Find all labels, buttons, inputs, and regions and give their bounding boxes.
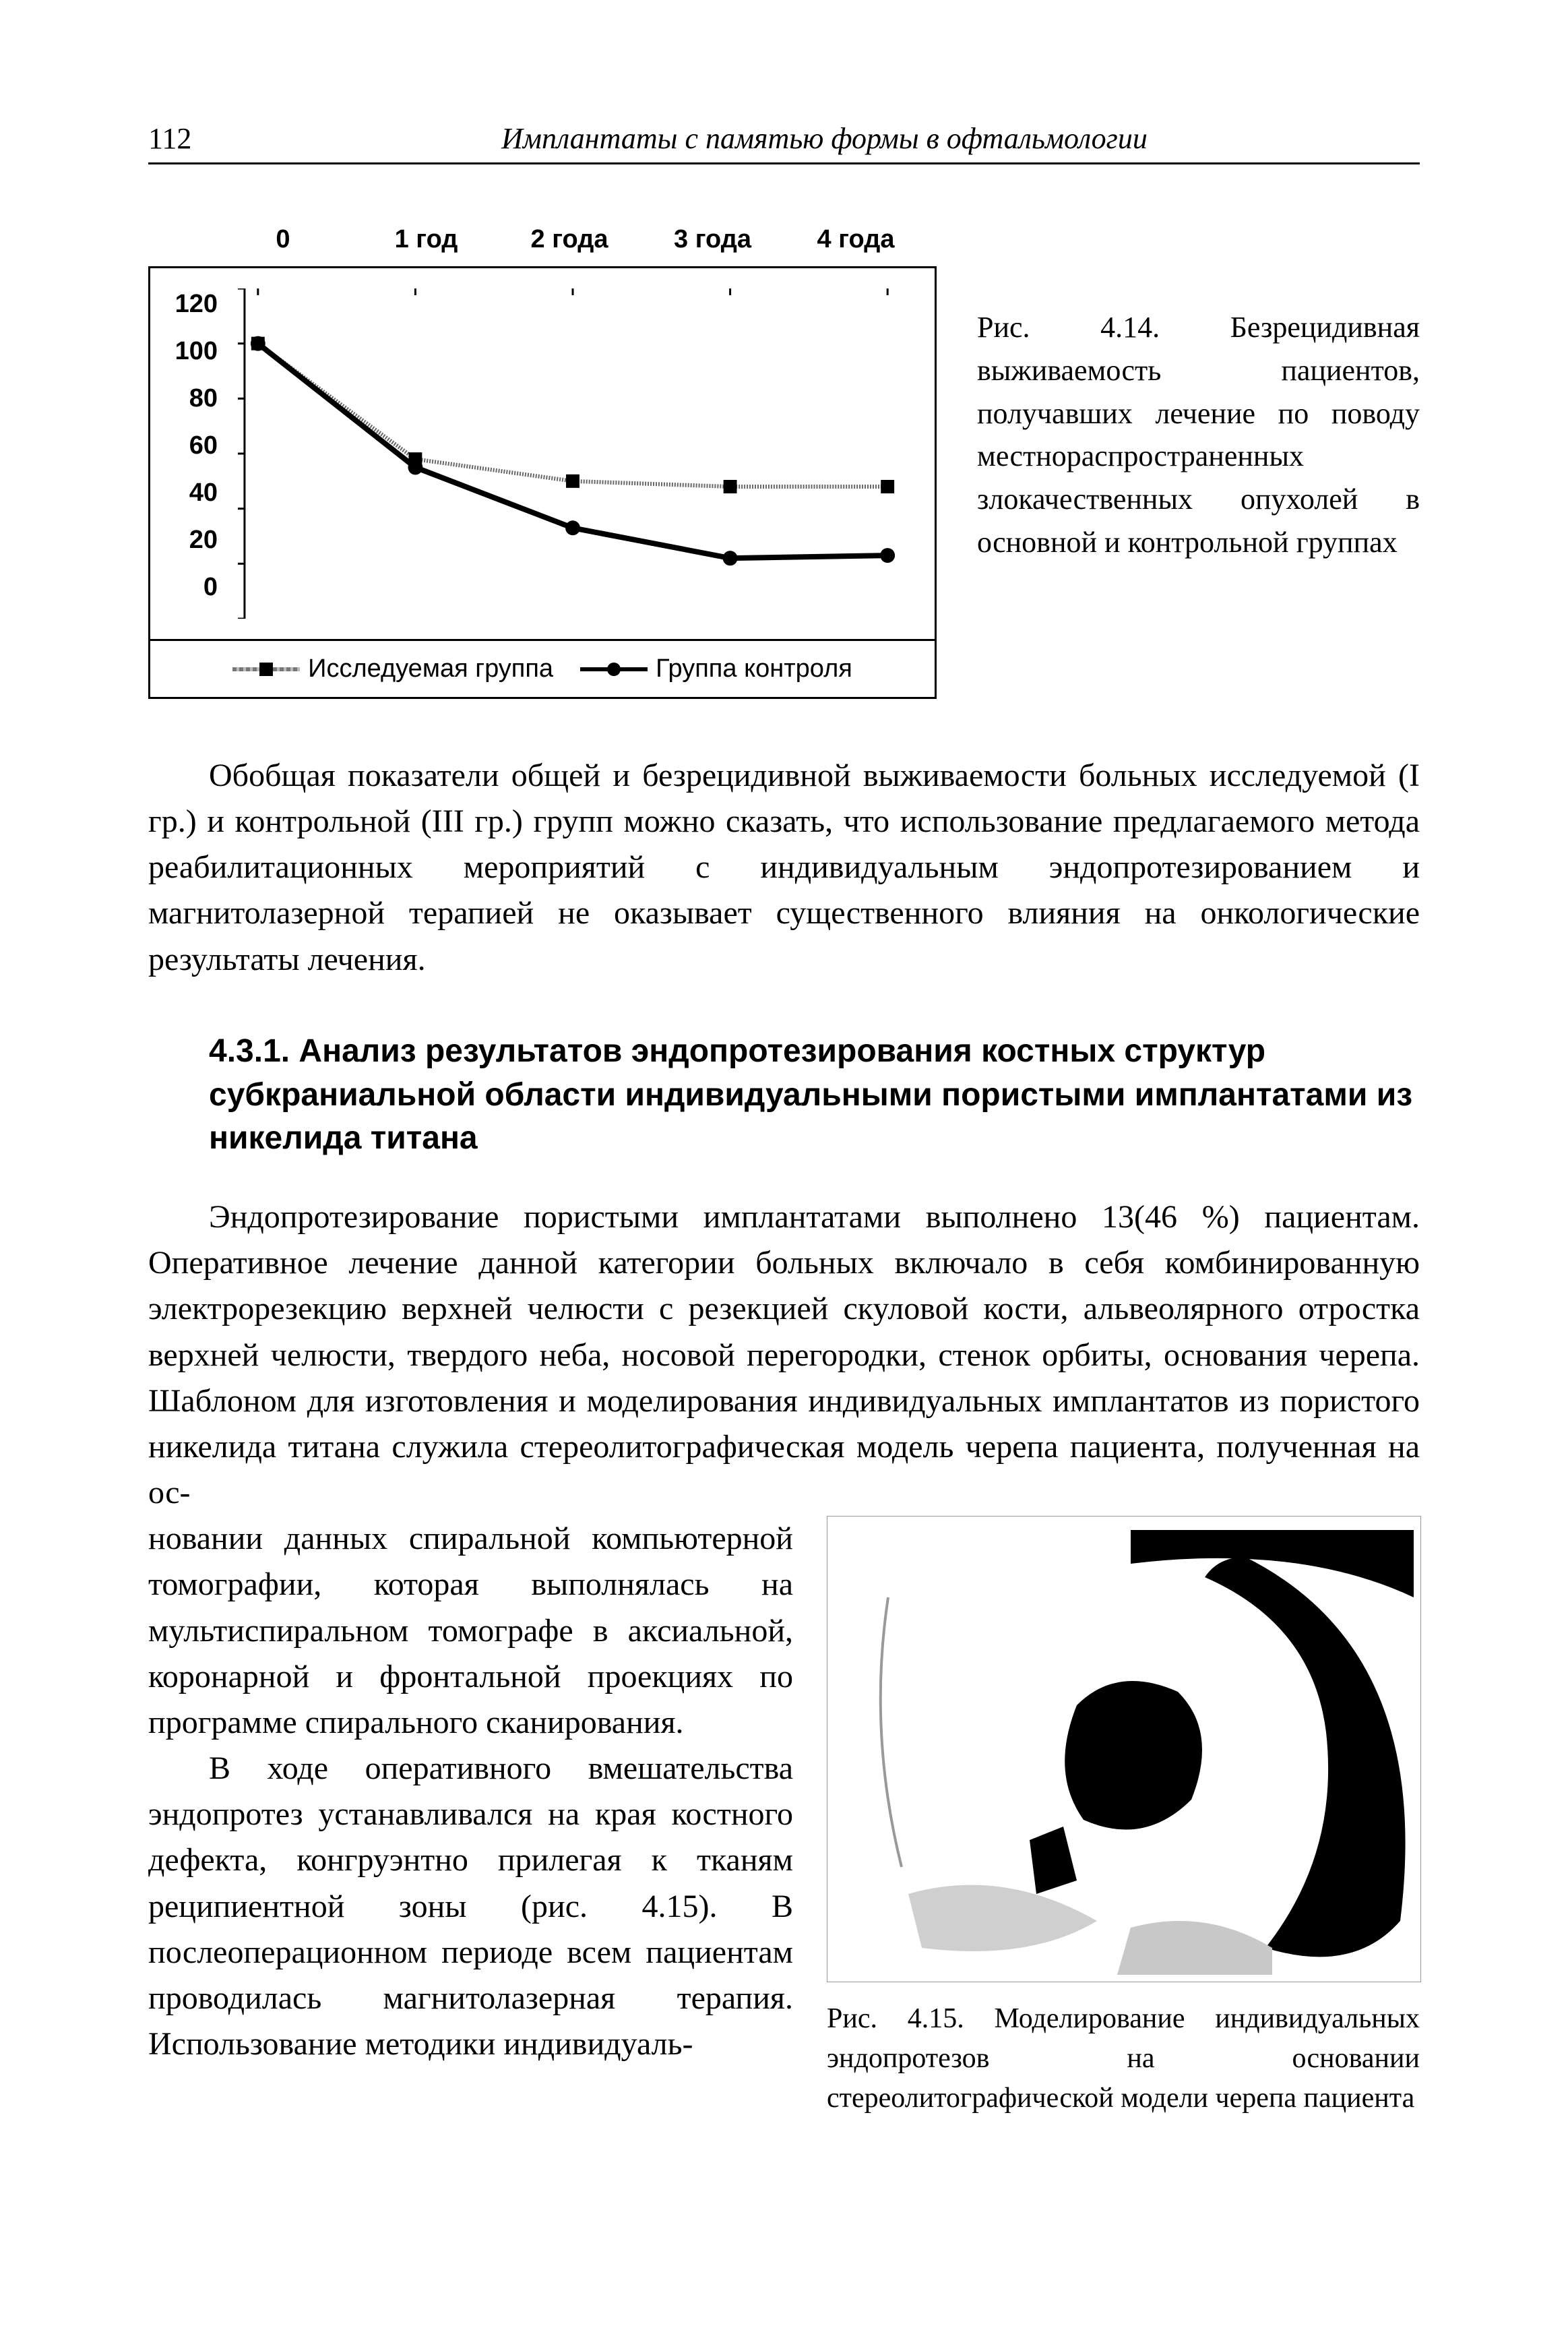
legend-marker-study	[232, 667, 300, 671]
lower-layout: новании данных спиральной компьютерной т…	[148, 1516, 1420, 2118]
legend-marker-control	[580, 667, 648, 671]
y-tick-60: 60	[164, 422, 218, 469]
x-tick-1: 1 год	[373, 225, 480, 254]
chart-y-labels: 120 100 80 60 40 20 0	[164, 280, 218, 611]
legend-item-control: Группа контроля	[580, 654, 852, 683]
figure-4-14-caption: Рис. 4.14. Безрецидивная выживаемость па…	[977, 232, 1420, 699]
page-number: 112	[148, 121, 229, 156]
y-tick-20: 20	[164, 516, 218, 563]
chart-4-14: 0 1 год 2 года 3 года 4 года 120 100 80 …	[148, 232, 937, 699]
x-tick-2: 2 года	[515, 225, 623, 254]
y-tick-40: 40	[164, 469, 218, 516]
figure-4-15-image	[827, 1516, 1421, 1982]
figure-4-14-row: 0 1 год 2 года 3 года 4 года 120 100 80 …	[148, 232, 1420, 699]
y-tick-120: 120	[164, 280, 218, 328]
chart-x-labels: 0 1 год 2 года 3 года 4 года	[229, 225, 910, 254]
y-tick-0: 0	[164, 563, 218, 611]
x-tick-3: 3 года	[659, 225, 767, 254]
page-header: 112 Имплантаты с памятью формы в офтальм…	[148, 121, 1420, 164]
x-tick-0: 0	[229, 225, 337, 254]
x-tick-4: 4 года	[802, 225, 910, 254]
section-heading-4-3-1: 4.3.1. Анализ результатов эндопротезиров…	[209, 1030, 1420, 1161]
chart-svg	[238, 288, 908, 619]
chart-plot-area	[238, 288, 908, 619]
y-tick-100: 100	[164, 328, 218, 375]
paragraph-4: В ходе оперативного вмешательства эндопр…	[148, 1746, 793, 2067]
lower-text-column: новании данных спиральной компьютерной т…	[148, 1516, 793, 2118]
paragraph-1: Обобщая показатели общей и безрецидивной…	[148, 753, 1420, 983]
legend-label-control: Группа контроля	[656, 654, 852, 683]
page: 112 Имплантаты с памятью формы в офтальм…	[0, 0, 1568, 2326]
figure-4-15-caption: Рис. 4.15. Моделирование индивидуальных …	[827, 1999, 1420, 2118]
legend-label-study: Исследуемая группа	[308, 654, 553, 683]
paragraph-2: Эндопротезирование пористыми имплантатам…	[148, 1194, 1420, 1516]
paragraph-3: новании данных спиральной компьютерной т…	[148, 1516, 793, 1746]
running-title: Имплантаты с памятью формы в офтальмолог…	[229, 121, 1420, 156]
legend-item-study: Исследуемая группа	[232, 654, 553, 683]
figure-4-15: Рис. 4.15. Моделирование индивидуальных …	[827, 1516, 1420, 2118]
chart-box: 120 100 80 60 40 20 0	[148, 266, 937, 641]
y-tick-80: 80	[164, 375, 218, 422]
chart-legend: Исследуемая группа Группа контроля	[148, 641, 937, 699]
